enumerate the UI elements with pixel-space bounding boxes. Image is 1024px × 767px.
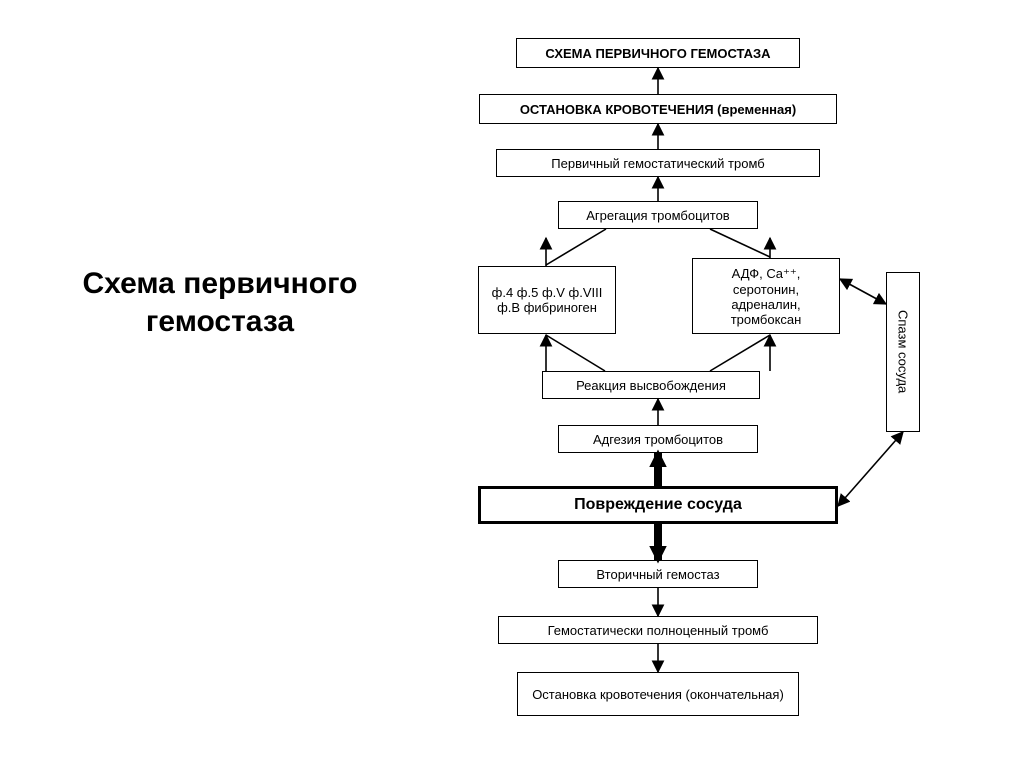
- diagram-stage: Схема первичного гемостаза СХЕМА ПЕРВИЧН…: [0, 0, 1024, 767]
- node-aggregation: Агрегация тромбоцитов: [558, 201, 758, 229]
- node-factors: ф.4 ф.5 ф.V ф.VIII ф.B фибриноген: [478, 266, 616, 334]
- page-title: Схема первичного гемостаза: [50, 265, 390, 340]
- node-primary-thrombus: Первичный гемостатический тромб: [496, 149, 820, 177]
- node-adp-serotonin: АДФ, Сa⁺⁺, серотонин, адреналин, тромбок…: [692, 258, 840, 334]
- node-stop-bleeding-final: Остановка кровотечения (окончательная): [517, 672, 799, 716]
- node-vessel-damage: Повреждение сосуда: [478, 486, 838, 524]
- node-stop-bleeding-temp: ОСТАНОВКА КРОВОТЕЧЕНИЯ (временная): [479, 94, 837, 124]
- node-scheme-title: СХЕМА ПЕРВИЧНОГО ГЕМОСТАЗА: [516, 38, 800, 68]
- node-secondary-hemostasis: Вторичный гемостаз: [558, 560, 758, 588]
- node-full-thrombus: Гемостатически полноценный тромб: [498, 616, 818, 644]
- node-release-reaction: Реакция высвобождения: [542, 371, 760, 399]
- node-adhesion: Адгезия тромбоцитов: [558, 425, 758, 453]
- node-vessel-spasm: Спазм сосуда: [886, 272, 920, 432]
